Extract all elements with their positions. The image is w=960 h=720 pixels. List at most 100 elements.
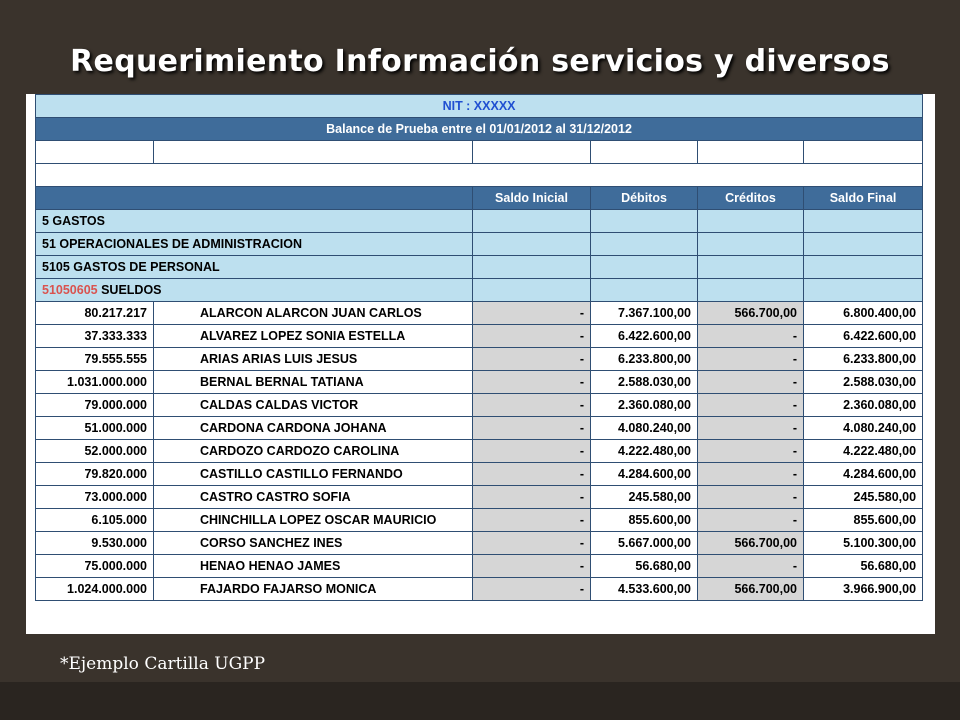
nit-label: NIT : XXXXX — [34, 94, 924, 118]
name-cell: CALDAS CALDAS VICTOR — [153, 393, 473, 417]
debitos-cell: 4.080.240,00 — [590, 416, 698, 440]
saldo-final-cell: 245.580,00 — [802, 485, 924, 509]
bottom-band — [0, 682, 960, 720]
table-row: 79.000.000 CALDAS CALDAS VICTOR -2.360.080… — [35, 393, 924, 417]
saldo-final-cell: 4.284.600,00 — [802, 462, 924, 486]
table-row: 79.555.555 ARIAS ARIAS LUIS JESUS -6.233.8… — [35, 347, 924, 371]
saldo-inicial-cell: - — [472, 370, 591, 394]
name-cell: CASTILLO CASTILLO FERNANDO — [153, 462, 473, 486]
name-cell: FAJARDO FAJARSO MONICA — [153, 577, 473, 601]
saldo-inicial-cell: - — [472, 554, 591, 578]
name-cell: CARDONA CARDONA JOHANA — [153, 416, 473, 440]
debitos-cell: 6.422.600,00 — [590, 324, 698, 348]
saldo-inicial-cell: - — [472, 301, 591, 325]
name-cell: ARIAS ARIAS LUIS JESUS — [153, 347, 473, 371]
group-row: 51 OPERACIONALES DE ADMINISTRACION — [35, 232, 924, 256]
table-row: 1.031.000.000 BERNAL BERNAL TATIANA -2.588… — [35, 370, 924, 394]
debitos-cell: 245.580,00 — [590, 485, 698, 509]
saldo-final-cell: 4.222.480,00 — [802, 439, 924, 463]
group-label: 5 GASTOS — [35, 209, 473, 233]
saldo-final-cell: 6.422.600,00 — [802, 324, 924, 348]
name-cell: CORSO SANCHEZ INES — [153, 531, 473, 555]
column-header-creditos: Créditos — [697, 186, 804, 210]
saldo-final-cell: 5.100.300,00 — [802, 531, 924, 555]
saldo-final-cell: 3.966.900,00 — [802, 577, 924, 601]
saldo-inicial-cell: - — [472, 393, 591, 417]
nit-cell: 9.530.000 — [35, 531, 154, 555]
group-row: 5 GASTOS — [35, 209, 924, 233]
name-cell: CARDOZO CARDOZO CAROLINA — [153, 439, 473, 463]
saldo-inicial-cell: - — [472, 508, 591, 532]
account-code: 51050605 — [42, 283, 98, 297]
nit-cell: 6.105.000 — [35, 508, 154, 532]
creditos-cell: 566.700,00 — [697, 577, 804, 601]
slide-title: Requerimiento Información servicios y di… — [70, 44, 890, 79]
nit-cell: 52.000.000 — [35, 439, 154, 463]
creditos-cell: - — [697, 393, 804, 417]
creditos-cell: - — [697, 462, 804, 486]
balance-table: NIT : XXXXX Balance de Prueba entre el 0… — [34, 94, 924, 601]
debitos-cell: 4.533.600,00 — [590, 577, 698, 601]
name-cell: CASTRO CASTRO SOFIA — [153, 485, 473, 509]
group-row: 5105 GASTOS DE PERSONAL — [35, 255, 924, 279]
nit-cell: 1.024.000.000 — [35, 577, 154, 601]
creditos-cell: - — [697, 324, 804, 348]
nit-cell: 79.820.000 — [35, 462, 154, 486]
group-label: 51 OPERACIONALES DE ADMINISTRACION — [35, 232, 473, 256]
table-row: 52.000.000 CARDOZO CARDOZO CAROLINA -4.222… — [35, 439, 924, 463]
table-row: 37.333.333 ALVAREZ LOPEZ SONIA ESTELLA -6.… — [35, 324, 924, 348]
saldo-final-cell: 855.600,00 — [802, 508, 924, 532]
column-header-debitos: Débitos — [590, 186, 698, 210]
saldo-final-cell: 2.588.030,00 — [802, 370, 924, 394]
saldo-inicial-cell: - — [472, 462, 591, 486]
column-header-row: Saldo Inicial Débitos Créditos Saldo Fin… — [35, 186, 924, 210]
creditos-cell: - — [697, 485, 804, 509]
nit-cell: 37.333.333 — [35, 324, 154, 348]
nit-cell: 73.000.000 — [35, 485, 154, 509]
saldo-final-cell: 6.800.400,00 — [802, 301, 924, 325]
creditos-cell: 566.700,00 — [697, 531, 804, 555]
saldo-final-cell: 6.233.800,00 — [802, 347, 924, 371]
name-cell: HENAO HENAO JAMES — [153, 554, 473, 578]
name-cell: BERNAL BERNAL TATIANA — [153, 370, 473, 394]
debitos-cell: 4.284.600,00 — [590, 462, 698, 486]
table-row: 80.217.217 ALARCON ALARCON JUAN CARLOS -7.… — [35, 301, 924, 325]
saldo-inicial-cell: - — [472, 416, 591, 440]
creditos-cell: - — [697, 416, 804, 440]
saldo-inicial-cell: - — [472, 531, 591, 555]
saldo-final-cell: 4.080.240,00 — [802, 416, 924, 440]
account-name: SUELDOS — [97, 283, 162, 297]
footnote: *Ejemplo Cartilla UGPP — [60, 654, 266, 674]
table-row: 75.000.000 HENAO HENAO JAMES -56.680,00-56… — [35, 554, 924, 578]
debitos-cell: 2.360.080,00 — [590, 393, 698, 417]
creditos-cell: - — [697, 439, 804, 463]
spreadsheet-image: NIT : XXXXX Balance de Prueba entre el 0… — [26, 94, 935, 634]
nit-cell: 79.555.555 — [35, 347, 154, 371]
table-row: 51.000.000 CARDONA CARDONA JOHANA -4.080.2… — [35, 416, 924, 440]
debitos-cell: 6.233.800,00 — [590, 347, 698, 371]
nit-cell: 80.217.217 — [35, 301, 154, 325]
name-cell: ALVAREZ LOPEZ SONIA ESTELLA — [153, 324, 473, 348]
nit-cell: 51.000.000 — [35, 416, 154, 440]
saldo-inicial-cell: - — [472, 577, 591, 601]
creditos-cell: - — [697, 370, 804, 394]
saldo-inicial-cell: - — [472, 439, 591, 463]
nit-cell: 75.000.000 — [35, 554, 154, 578]
nit-cell: 1.031.000.000 — [35, 370, 154, 394]
debitos-cell: 4.222.480,00 — [590, 439, 698, 463]
table-row: 9.530.000 CORSO SANCHEZ INES -5.667.000,00… — [35, 531, 924, 555]
saldo-inicial-cell: - — [472, 324, 591, 348]
table-row: 79.820.000 CASTILLO CASTILLO FERNANDO -4.2… — [35, 462, 924, 486]
creditos-cell: - — [697, 554, 804, 578]
account-row: 51050605 SUELDOS — [35, 278, 924, 302]
debitos-cell: 5.667.000,00 — [590, 531, 698, 555]
name-cell: ALARCON ALARCON JUAN CARLOS — [153, 301, 473, 325]
table-row: 6.105.000 CHINCHILLA LOPEZ OSCAR MAURICIO… — [35, 508, 924, 532]
balance-period-label: Balance de Prueba entre el 01/01/2012 al… — [34, 117, 924, 141]
creditos-cell: 566.700,00 — [697, 301, 804, 325]
debitos-cell: 7.367.100,00 — [590, 301, 698, 325]
name-cell: CHINCHILLA LOPEZ OSCAR MAURICIO — [153, 508, 473, 532]
table-row: 1.024.000.000 FAJARDO FAJARSO MONICA -4.53… — [35, 577, 924, 601]
saldo-final-cell: 56.680,00 — [802, 554, 924, 578]
saldo-inicial-cell: - — [472, 485, 591, 509]
